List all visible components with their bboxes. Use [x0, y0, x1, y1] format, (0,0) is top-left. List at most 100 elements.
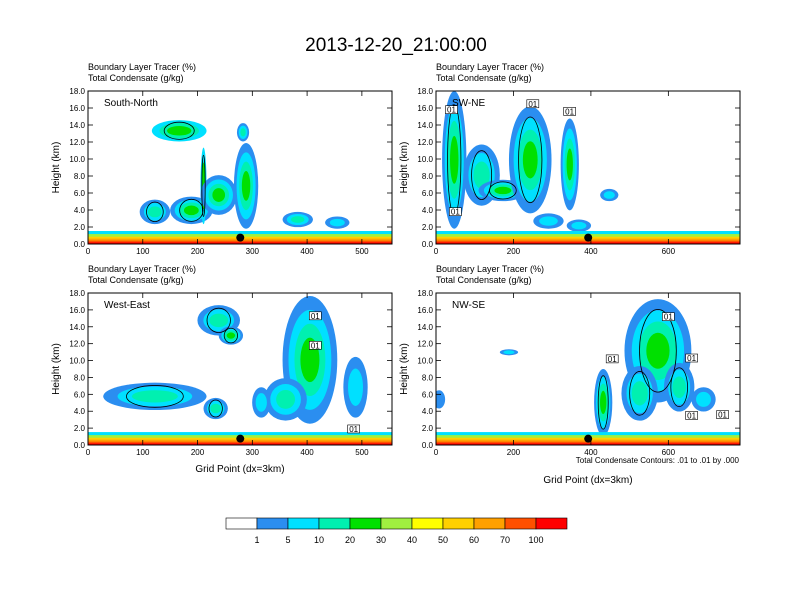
- x-axis-label: Grid Point (dx=3km): [195, 464, 284, 475]
- y-tick-label: 10.0: [417, 155, 433, 164]
- panels: 0 100 200 300 400 5000.02.04.06.08.010.012.01…: [51, 62, 741, 486]
- contour-label-box: [563, 107, 576, 116]
- condensate-contour: [489, 181, 517, 200]
- y-tick-label: 16.0: [69, 306, 85, 315]
- colorbar-label: 100: [528, 535, 543, 545]
- tracer-blob: [631, 381, 648, 406]
- y-tick-label: 8.0: [422, 373, 434, 382]
- y-tick-label: 14.0: [417, 323, 433, 332]
- tracer-blob: [503, 350, 515, 355]
- y-tick-label: 12.0: [69, 138, 85, 147]
- condensate-contour: [629, 371, 651, 416]
- y-tick-label: 2.0: [422, 223, 434, 232]
- x-tick-label: 300: [246, 247, 260, 256]
- panel-label: West-East: [104, 300, 150, 311]
- contour-label-box: [685, 411, 698, 420]
- colorbar-label: 40: [407, 535, 417, 545]
- x-tick-label: 200: [507, 247, 521, 256]
- panel-subtitle-2: Total Condensate (g/kg): [88, 275, 184, 285]
- x-axis-label: Grid Point (dx=3km): [543, 475, 632, 486]
- contour-label: 01: [528, 100, 537, 109]
- y-axis-label: Height (km): [399, 142, 410, 194]
- contour-label-box: [605, 354, 619, 364]
- colorbar-label: 70: [500, 535, 510, 545]
- tracer-blob: [210, 403, 222, 414]
- contour-label-box: [685, 353, 698, 363]
- y-tick-label: 18.0: [417, 289, 433, 298]
- y-tick-label: 14.0: [417, 121, 433, 130]
- boundary-layer-band: [436, 242, 740, 244]
- y-tick-label: 10.0: [69, 155, 85, 164]
- y-tick-label: 4.0: [74, 407, 86, 416]
- x-tick-label: 100: [136, 247, 150, 256]
- colorbar-swatch: [535, 517, 568, 530]
- contour-label-box: [445, 105, 458, 114]
- y-tick-label: 0.0: [422, 240, 434, 249]
- y-tick-label: 18.0: [69, 87, 85, 96]
- y-tick-label: 2.0: [74, 424, 86, 433]
- location-marker: [236, 434, 245, 443]
- colorbar-label: 1: [254, 535, 259, 545]
- colorbar-swatch: [256, 517, 289, 530]
- colorbar-swatch: [349, 517, 382, 530]
- y-tick-label: 6.0: [422, 189, 434, 198]
- tracer-blob: [473, 161, 490, 189]
- tracer-blob: [436, 390, 446, 409]
- contour-label: 01: [311, 341, 320, 350]
- contour-label: 01: [687, 411, 696, 420]
- condensate-contour: [670, 367, 688, 408]
- x-tick-label: 0: [86, 448, 91, 457]
- y-axis-label: Height (km): [51, 343, 62, 395]
- x-tick-label: 400: [584, 247, 598, 256]
- colorbar-swatch: [473, 517, 506, 530]
- tracer-blob: [131, 390, 178, 403]
- plot-frame: [435, 90, 741, 245]
- plot-frame: [87, 90, 393, 245]
- contour-label: 01: [447, 106, 456, 115]
- y-tick-label: 16.0: [69, 104, 85, 113]
- y-axis-label: Height (km): [399, 343, 410, 395]
- tracer-blob: [240, 128, 246, 137]
- colorbar-label: 60: [469, 535, 479, 545]
- colorbar-label: 20: [345, 535, 355, 545]
- tracer-blob: [226, 332, 236, 339]
- figure-title: 2013-12-20_21:00:00: [305, 35, 487, 56]
- tracer-blob: [539, 216, 558, 226]
- y-tick-label: 0.0: [74, 441, 86, 450]
- colorbar-label: 30: [376, 535, 386, 545]
- y-tick-label: 2.0: [422, 424, 434, 433]
- contour-label: 01: [349, 425, 358, 434]
- x-tick-label: 400: [300, 448, 314, 457]
- plot-frame: [435, 292, 741, 446]
- tracer-blob: [646, 332, 670, 369]
- y-tick-label: 0.0: [422, 441, 434, 450]
- condensate-contour: [201, 154, 206, 217]
- contour-label-box: [716, 410, 729, 419]
- contour-label: 01: [608, 355, 617, 364]
- tracer-blob: [522, 141, 538, 179]
- colorbar-label: 10: [314, 535, 324, 545]
- y-tick-label: 6.0: [74, 390, 86, 399]
- x-tick-label: 400: [584, 448, 598, 457]
- tracer-blob: [183, 205, 199, 216]
- colorbar: 1 5 10 20 30 40 50 60 70 100: [225, 517, 568, 545]
- y-tick-label: 4.0: [422, 206, 434, 215]
- panel-subtitle-1: Boundary Layer Tracer (%): [88, 62, 196, 72]
- tracer-blob: [209, 313, 229, 328]
- panel-label: NW-SE: [452, 300, 485, 311]
- tracer-blob: [696, 391, 712, 407]
- condensate-contour: [208, 399, 223, 418]
- y-tick-label: 4.0: [74, 206, 86, 215]
- contour-note: Total Condensate Contours: .01 to .01 by…: [576, 456, 740, 465]
- condensate-contour: [126, 385, 184, 408]
- panel-label: SW-NE: [452, 98, 485, 109]
- x-tick-label: 400: [300, 247, 314, 256]
- contour-label-box: [347, 424, 360, 434]
- y-tick-label: 10.0: [417, 357, 433, 366]
- y-tick-label: 8.0: [422, 172, 434, 181]
- x-tick-label: 300: [246, 448, 260, 457]
- condensate-contour: [639, 309, 677, 393]
- contour-label-box: [309, 341, 322, 350]
- tracer-blob: [291, 216, 305, 223]
